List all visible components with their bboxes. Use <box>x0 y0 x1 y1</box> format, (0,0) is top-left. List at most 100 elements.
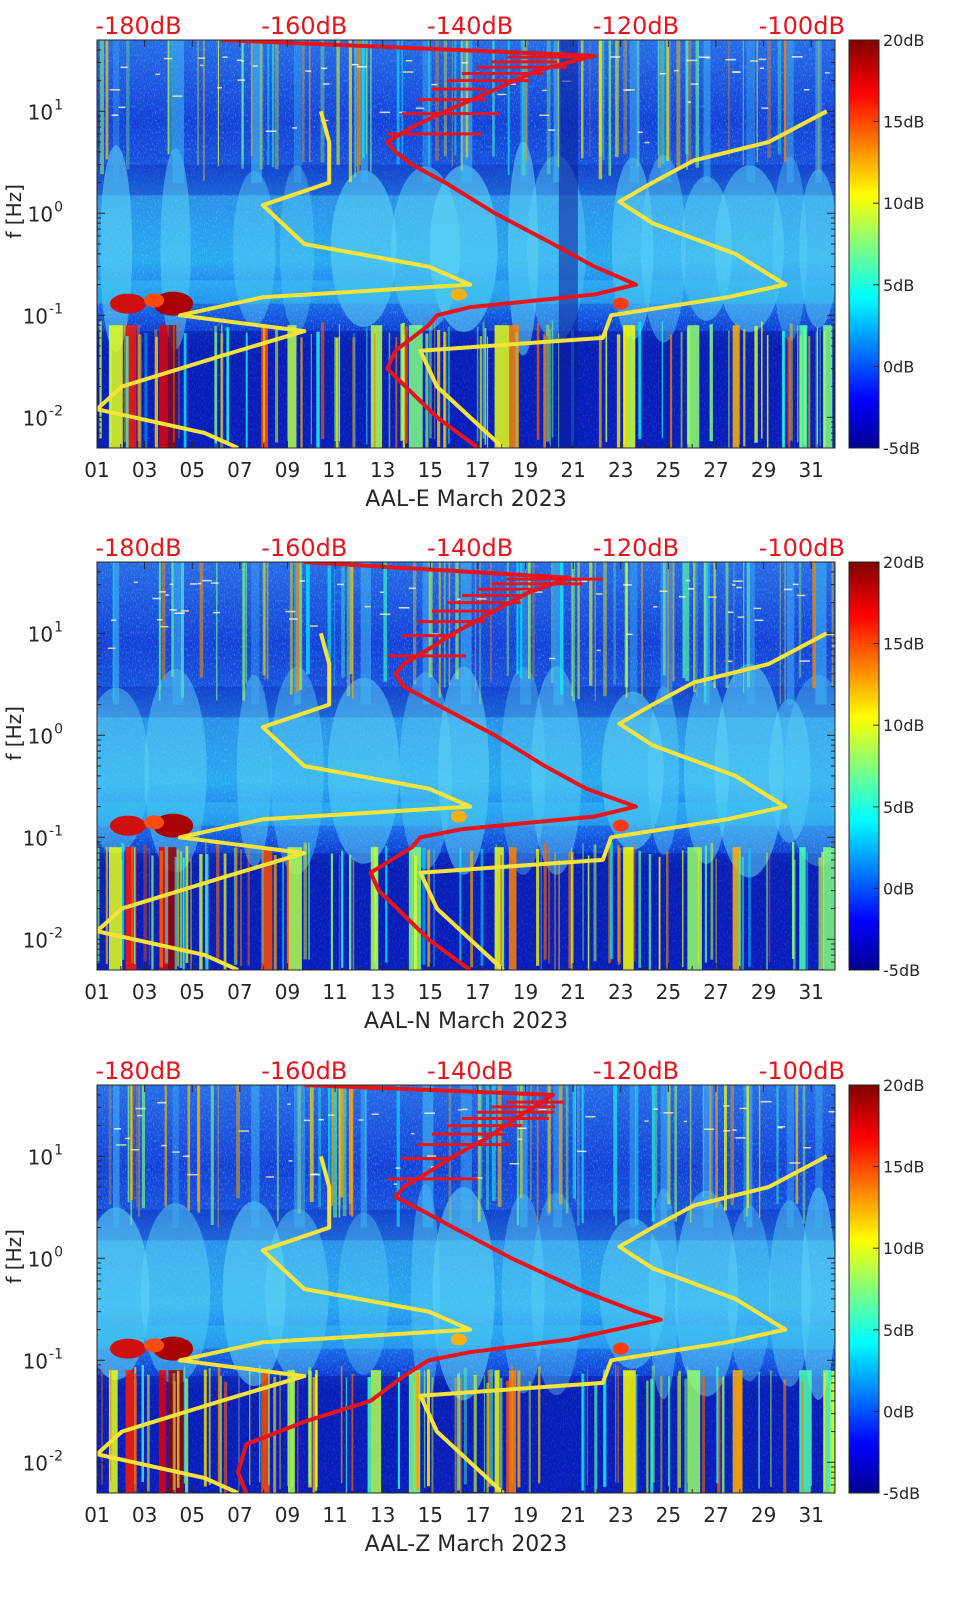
thin-stripe <box>686 327 691 445</box>
hf-streak <box>776 1085 779 1204</box>
hf-dash <box>732 584 736 586</box>
hf-dash <box>457 598 461 600</box>
thin-stripe <box>154 329 158 447</box>
thin-stripe <box>340 1366 343 1484</box>
thin-stripe <box>216 843 220 961</box>
hf-streak <box>301 40 305 163</box>
thin-stripe <box>571 852 574 970</box>
thin-stripe <box>489 1369 494 1487</box>
hf-streak <box>365 40 368 154</box>
hf-streak <box>685 562 690 682</box>
hf-dash <box>107 647 116 650</box>
hf-streak <box>615 40 619 158</box>
hf-dash <box>380 591 384 594</box>
thin-stripe <box>125 336 129 448</box>
hf-streak <box>338 1085 341 1206</box>
noise-plume <box>140 1203 211 1385</box>
hf-streak <box>802 1085 806 1224</box>
x-tick-label: 03 <box>132 458 157 482</box>
hf-streak <box>241 40 244 169</box>
hf-streak <box>571 562 574 697</box>
x-tick-label: 03 <box>132 980 157 1004</box>
noise-plume <box>265 1208 329 1379</box>
thin-stripe <box>366 327 368 445</box>
low-frequency-stripe <box>158 847 169 970</box>
thin-stripe <box>741 856 744 970</box>
hf-dash <box>130 1148 140 1151</box>
hf-dash <box>803 88 810 91</box>
hf-streak <box>613 1085 615 1217</box>
thin-stripe <box>581 1373 584 1491</box>
noise-streak <box>520 562 532 705</box>
hf-streak <box>349 562 353 675</box>
hf-streak <box>358 40 361 166</box>
thin-stripe <box>315 1369 318 1487</box>
hf-dash <box>109 89 121 91</box>
hf-streak <box>756 40 758 163</box>
x-tick-label: 31 <box>798 458 823 482</box>
hf-dash <box>180 610 189 612</box>
hf-dash <box>120 66 128 69</box>
low-frequency-stripe <box>158 325 168 448</box>
thin-stripe <box>374 333 376 448</box>
thin-stripe <box>374 846 377 964</box>
noise-streak <box>815 1085 823 1228</box>
thin-stripe <box>339 854 341 970</box>
y-tick-label: 101 <box>28 97 63 124</box>
colorbar-label: 20dB <box>883 1076 925 1095</box>
hf-streak <box>743 562 745 693</box>
thin-stripe <box>425 333 429 448</box>
noise-streak <box>786 1085 794 1228</box>
hf-dash <box>410 1132 415 1135</box>
hf-dash <box>156 619 163 621</box>
hf-streak <box>589 562 593 686</box>
hf-streak <box>747 1085 750 1209</box>
thin-stripe <box>754 325 758 443</box>
thin-stripe <box>185 846 189 963</box>
thin-stripe <box>500 1377 503 1493</box>
hf-dash <box>760 1100 772 1103</box>
thin-stripe <box>617 844 620 962</box>
thin-stripe <box>220 333 224 448</box>
hf-dash <box>663 1112 674 1114</box>
hf-streak <box>614 1085 617 1226</box>
x-axis-label: AAL-N March 2023 <box>364 1009 568 1034</box>
top-db-label: -160dB <box>261 534 347 562</box>
spectrogram-panel: 01 03 05 07 09 11 13 15 17 19 21 23 25 27 29 31 10-2 10-1… <box>2 534 925 1034</box>
hf-dash <box>596 649 601 652</box>
hf-dash <box>732 1129 737 1131</box>
hf-streak <box>507 40 510 175</box>
hf-dash <box>704 1128 715 1131</box>
hf-dash <box>723 1130 731 1132</box>
noise-streak <box>629 40 640 183</box>
hf-streak <box>318 1085 322 1208</box>
thin-stripe <box>633 844 636 961</box>
thin-stripe <box>159 850 164 968</box>
x-tick-label: 31 <box>798 980 823 1004</box>
hf-dash <box>698 56 710 58</box>
hf-streak <box>577 562 580 700</box>
low-frequency-stripe <box>823 325 833 448</box>
hf-dash <box>285 610 296 613</box>
thin-stripe <box>808 336 811 448</box>
hf-dash <box>213 611 221 614</box>
thin-stripe <box>454 1377 457 1493</box>
hf-streak <box>108 1085 112 1205</box>
colorbar-label: -5dB <box>883 961 920 980</box>
thin-stripe <box>500 854 503 970</box>
hf-streak <box>577 1085 580 1226</box>
x-tick-label: 11 <box>322 1503 347 1527</box>
hf-streak <box>667 1085 671 1205</box>
top-db-label: -100dB <box>759 534 845 562</box>
thin-stripe <box>423 1370 426 1488</box>
x-tick-label: 09 <box>275 980 300 1004</box>
hf-streak <box>634 1085 639 1225</box>
thin-stripe <box>422 847 426 965</box>
x-tick-label: 21 <box>560 1503 585 1527</box>
thin-stripe <box>783 1379 787 1493</box>
thin-stripe <box>433 849 435 967</box>
colorbar-label: 15dB <box>883 1158 925 1177</box>
thin-stripe <box>615 1365 617 1483</box>
hf-streak <box>725 562 729 689</box>
thin-stripe <box>684 1378 687 1493</box>
